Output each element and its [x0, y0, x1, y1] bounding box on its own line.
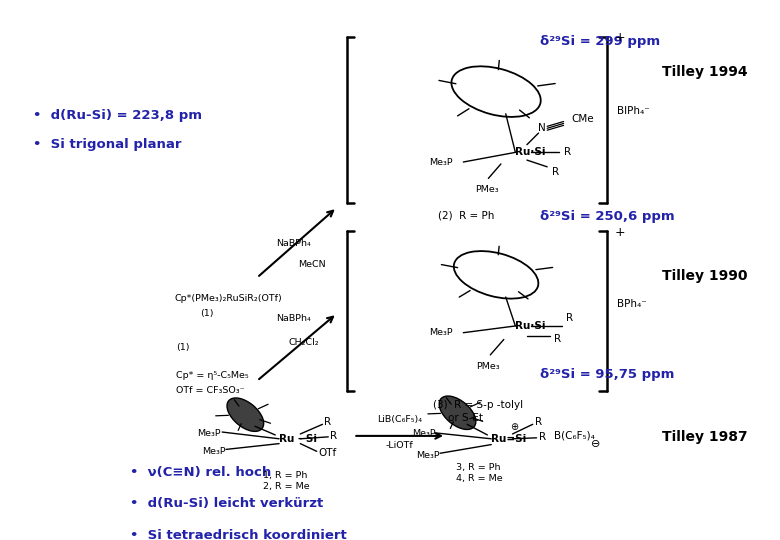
Text: Me₃P: Me₃P: [412, 429, 435, 438]
Text: BPh₄⁻: BPh₄⁻: [617, 299, 647, 309]
Text: ⊖: ⊖: [590, 438, 600, 449]
Text: 4, R = Me: 4, R = Me: [456, 475, 502, 483]
Text: CMe: CMe: [571, 113, 594, 124]
Text: NaBPh₄: NaBPh₄: [276, 239, 311, 248]
Text: Tilley 1994: Tilley 1994: [661, 65, 747, 79]
Text: Me₃P: Me₃P: [429, 158, 452, 166]
Text: MeCN: MeCN: [299, 260, 326, 269]
Text: Ru·Si: Ru·Si: [516, 321, 546, 331]
Text: Me₃P: Me₃P: [203, 447, 226, 456]
Text: 1, R = Ph: 1, R = Ph: [263, 471, 307, 480]
Text: (1): (1): [200, 308, 214, 318]
Text: +: +: [615, 226, 626, 239]
Text: •  Si tetraedrisch koordiniert: • Si tetraedrisch koordiniert: [130, 529, 347, 540]
Text: Me₃P: Me₃P: [417, 451, 440, 460]
Text: PMe₃: PMe₃: [477, 362, 500, 370]
Text: δ²⁹Si = 95,75 ppm: δ²⁹Si = 95,75 ppm: [541, 368, 675, 381]
Text: R: R: [564, 147, 571, 157]
Text: R: R: [566, 313, 573, 323]
Text: •  d(Ru-Si) leicht verkürzt: • d(Ru-Si) leicht verkürzt: [130, 497, 324, 510]
Text: OTf = CF₃SO₃⁻: OTf = CF₃SO₃⁻: [176, 386, 245, 395]
Text: CH₂Cl₂: CH₂Cl₂: [289, 338, 319, 347]
Text: Ru - Si: Ru - Si: [279, 434, 317, 444]
Text: •  Si trigonal planar: • Si trigonal planar: [33, 138, 181, 151]
Text: LiB(C₆F₅)₄: LiB(C₆F₅)₄: [378, 415, 422, 424]
Text: Tilley 1990: Tilley 1990: [661, 269, 747, 283]
Text: Cp* = η⁵-C₅Me₅: Cp* = η⁵-C₅Me₅: [176, 372, 249, 380]
Text: 2, R = Me: 2, R = Me: [263, 482, 310, 491]
Text: OTf: OTf: [319, 448, 337, 458]
Text: R: R: [534, 417, 542, 427]
Text: B(C₆F₅)₄: B(C₆F₅)₄: [554, 431, 595, 441]
Text: •  ν(C≡N) rel. hoch: • ν(C≡N) rel. hoch: [130, 466, 271, 479]
Text: δ²⁹Si = 250,6 ppm: δ²⁹Si = 250,6 ppm: [541, 210, 675, 222]
Text: R: R: [554, 334, 561, 345]
Text: R: R: [552, 167, 559, 177]
Text: Me₃P: Me₃P: [429, 328, 452, 337]
Ellipse shape: [227, 398, 264, 431]
Text: ⊕: ⊕: [511, 422, 519, 432]
Ellipse shape: [439, 396, 476, 429]
Text: •  d(Ru-Si) = 223,8 pm: • d(Ru-Si) = 223,8 pm: [33, 110, 202, 123]
Text: NaBPh₄: NaBPh₄: [276, 314, 311, 323]
Text: Me₃P: Me₃P: [197, 429, 222, 438]
Text: δ²⁹Si = 299 ppm: δ²⁹Si = 299 ppm: [541, 35, 661, 48]
Text: R: R: [324, 417, 331, 427]
Text: R: R: [540, 432, 547, 442]
Text: R: R: [330, 431, 337, 441]
Text: Ru=Si: Ru=Si: [491, 434, 526, 444]
Text: or S-Et: or S-Et: [448, 413, 483, 423]
Text: BIPh₄⁻: BIPh₄⁻: [617, 106, 650, 116]
Text: Ru·Si: Ru·Si: [516, 147, 546, 157]
Text: Tilley 1987: Tilley 1987: [661, 430, 747, 444]
Text: (3)  R = S-p -tolyl: (3) R = S-p -tolyl: [434, 400, 523, 410]
Text: 3, R = Ph: 3, R = Ph: [456, 463, 500, 472]
Text: +: +: [615, 31, 626, 44]
Text: (2)  R = Ph: (2) R = Ph: [438, 210, 495, 220]
Text: Cp*(PMe₃)₂RuSiR₂(OTf): Cp*(PMe₃)₂RuSiR₂(OTf): [174, 294, 282, 303]
Text: -LiOTf: -LiOTf: [386, 441, 413, 450]
Text: N: N: [538, 123, 546, 133]
Text: PMe₃: PMe₃: [474, 185, 498, 194]
Text: (1): (1): [176, 343, 190, 352]
